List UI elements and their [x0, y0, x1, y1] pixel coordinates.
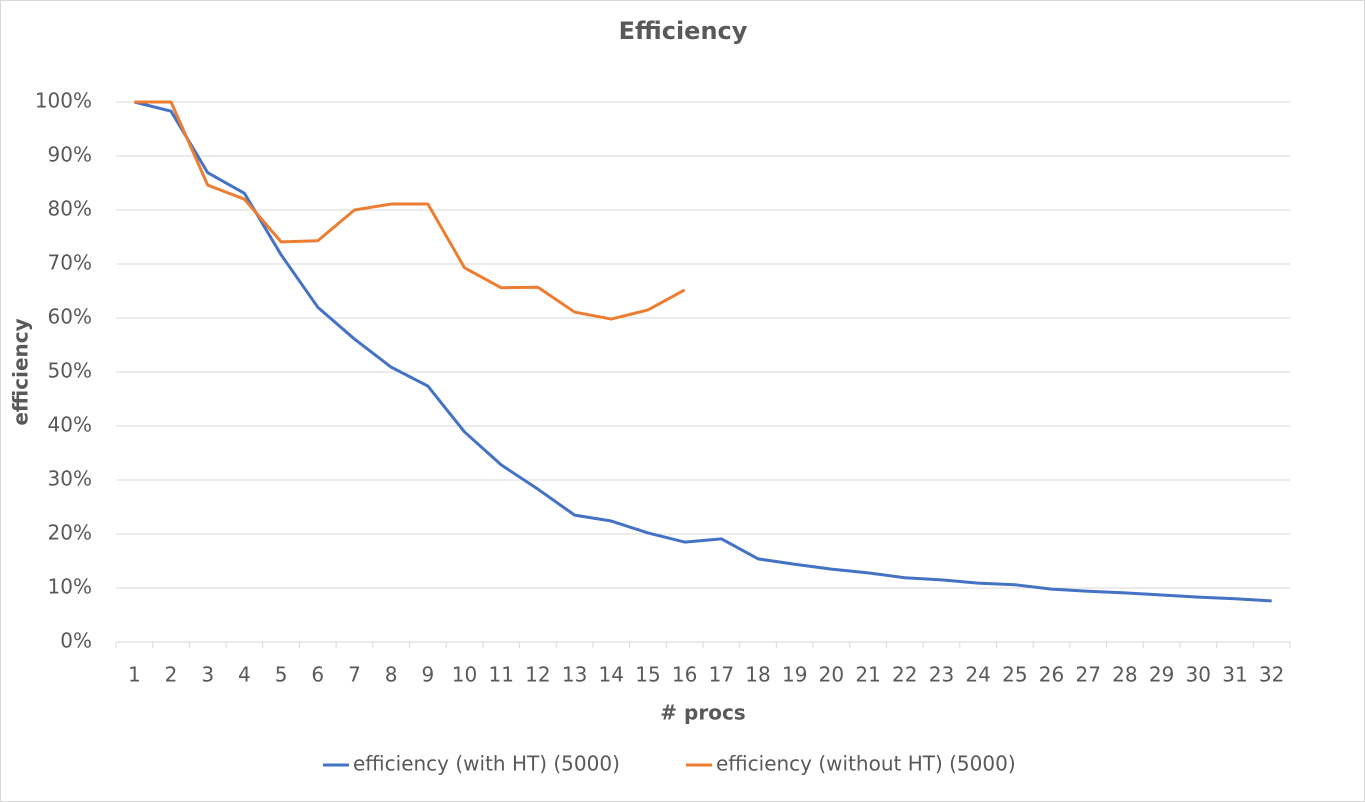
x-tick-label: 18 — [745, 663, 770, 687]
legend-label: efficiency (without HT) (5000) — [716, 752, 1016, 776]
y-axis-label: efficiency — [9, 318, 33, 425]
x-tick-label: 26 — [1039, 663, 1064, 687]
y-tick-label: 40% — [48, 413, 92, 437]
x-tick-label: 23 — [929, 663, 954, 687]
x-tick-label: 15 — [635, 663, 660, 687]
x-tick-label: 10 — [452, 663, 477, 687]
x-tick-label: 16 — [672, 663, 697, 687]
series-line — [134, 100, 686, 321]
x-tick-label: 12 — [525, 663, 550, 687]
x-tick-label: 2 — [165, 663, 178, 687]
y-tick-label: 50% — [48, 359, 92, 383]
y-tick-label: 100% — [35, 89, 92, 113]
x-tick-label: 8 — [385, 663, 398, 687]
y-tick-label: 80% — [48, 197, 92, 221]
x-tick-label: 29 — [1149, 663, 1174, 687]
x-tick-label: 20 — [819, 663, 844, 687]
x-tick-label: 27 — [1075, 663, 1100, 687]
x-tick-label: 31 — [1222, 663, 1247, 687]
x-tick-label: 24 — [965, 663, 990, 687]
y-tick-label: 30% — [48, 467, 92, 491]
x-tick-label: 7 — [348, 663, 361, 687]
x-tick-label: 28 — [1112, 663, 1137, 687]
x-tick-label: 19 — [782, 663, 807, 687]
x-tick-label: 5 — [275, 663, 288, 687]
x-tick-label: 30 — [1186, 663, 1211, 687]
x-tick-label: 3 — [201, 663, 214, 687]
y-tick-label: 60% — [48, 305, 92, 329]
x-tick-label: 17 — [709, 663, 734, 687]
x-tick-label: 4 — [238, 663, 251, 687]
x-tick-label: 1 — [128, 663, 141, 687]
x-tick-label: 14 — [599, 663, 624, 687]
legend-label: efficiency (with HT) (5000) — [353, 752, 620, 776]
y-tick-label: 90% — [48, 143, 92, 167]
chart-title: Efficiency — [619, 17, 748, 45]
x-tick-label: 9 — [421, 663, 434, 687]
y-tick-label: 70% — [48, 251, 92, 275]
x-tick-label: 22 — [892, 663, 917, 687]
y-tick-label: 0% — [60, 629, 92, 653]
x-tick-label: 21 — [855, 663, 880, 687]
x-tick-label: 13 — [562, 663, 587, 687]
x-tick-label: 25 — [1002, 663, 1027, 687]
x-axis-label: # procs — [660, 701, 745, 725]
y-tick-label: 20% — [48, 521, 92, 545]
series-line — [133, 100, 1272, 603]
x-tick-label: 6 — [311, 663, 324, 687]
x-tick-label: 11 — [488, 663, 513, 687]
y-tick-label: 10% — [48, 575, 92, 599]
x-tick-label: 32 — [1259, 663, 1284, 687]
